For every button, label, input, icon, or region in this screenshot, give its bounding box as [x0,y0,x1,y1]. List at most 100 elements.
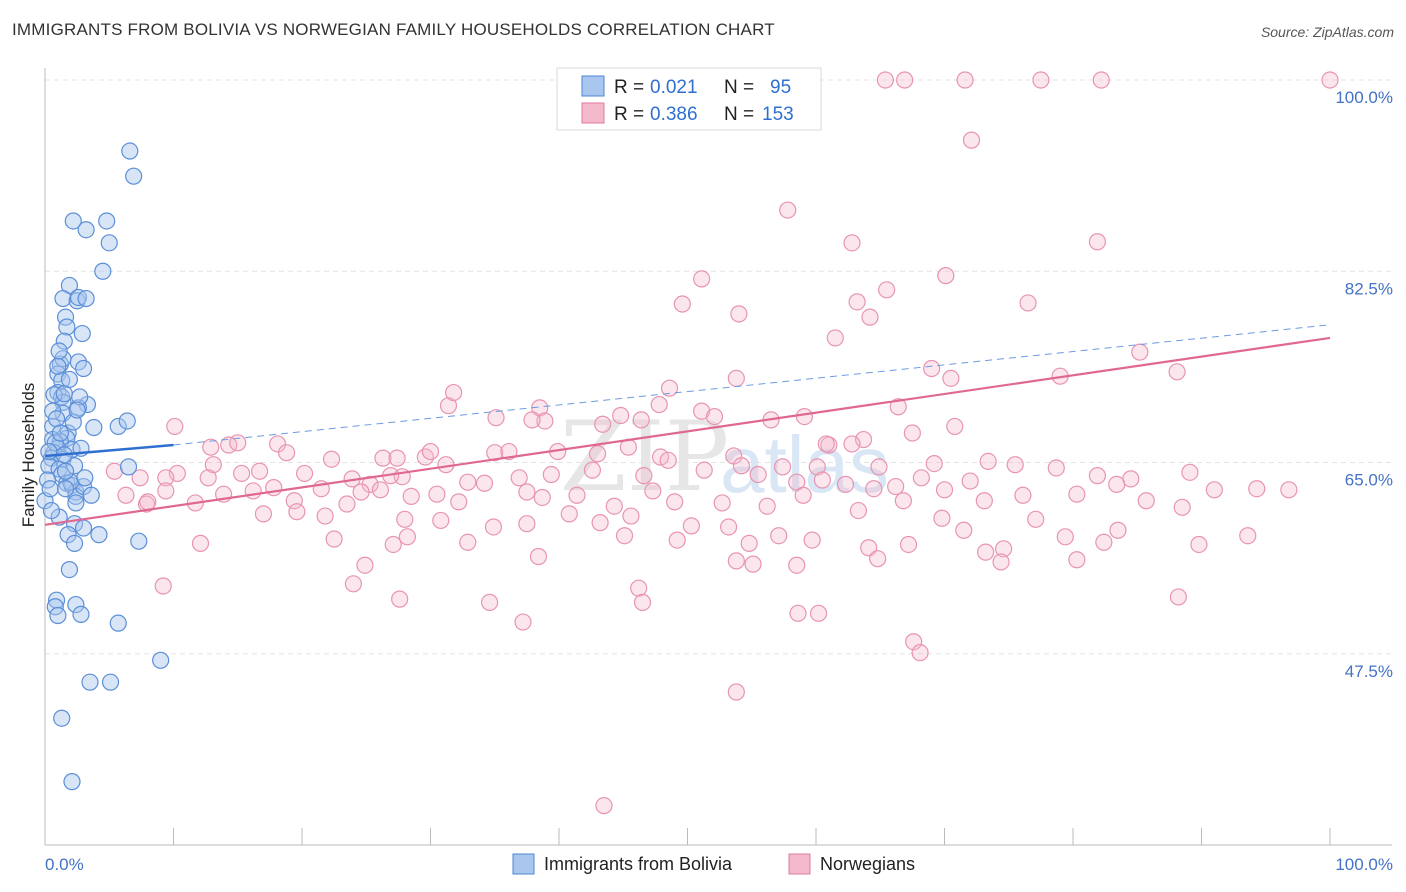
point-norwegians-188 [325,530,343,548]
point-norwegians-23 [942,369,960,387]
point-norwegians-101 [865,480,883,498]
point-bolivia-93 [68,401,86,419]
point-bolivia-80 [47,410,66,428]
point-norwegians-175 [344,575,362,593]
bottom-legend-bolivia: Immigrants from Bolivia [544,854,733,874]
point-norwegians-21 [1168,363,1186,381]
point-bolivia-85 [42,501,61,520]
source-label: Source: ZipAtlas.com [1260,24,1394,40]
point-norwegians-146 [432,511,450,530]
point-norwegians-36 [487,409,505,427]
point-bolivia-19 [74,359,93,378]
point-bolivia-14 [73,324,91,343]
point-norwegians-43 [946,417,964,436]
point-norwegians-76 [1181,463,1199,481]
point-norwegians-168 [740,534,758,552]
point-norwegians-103 [912,469,930,487]
point-bolivia-72 [53,709,71,727]
point-norwegians-58 [486,444,504,462]
point-norwegians-66 [732,457,751,475]
point-norwegians-96 [695,461,713,479]
x-tick-labels: 0.0% 100.0% [45,855,1393,874]
point-norwegians-163 [1239,527,1257,545]
point-norwegians-169 [727,552,745,570]
point-bolivia-5 [100,234,118,252]
point-norwegians-126 [518,483,536,501]
point-norwegians-97 [749,465,767,484]
point-norwegians-54 [374,449,392,467]
point-norwegians-86 [295,464,314,483]
point-norwegians-45 [817,435,835,453]
series-norwegians [105,71,1339,815]
point-norwegians-189 [595,797,613,815]
point-bolivia-3 [98,212,116,230]
point-norwegians-59 [500,442,518,461]
point-norwegians-194 [356,556,374,574]
trend-lines [44,324,1331,526]
point-norwegians-120 [338,495,356,513]
point-norwegians-55 [388,449,406,467]
point-norwegians-183 [905,633,923,651]
point-bolivia-91 [40,442,58,461]
point-norwegians-195 [1109,521,1127,539]
point-norwegians-170 [788,556,806,574]
point-norwegians-31 [445,383,463,402]
point-norwegians-5 [1321,71,1339,89]
legend-r-value-2: 0.386 [650,104,698,125]
point-norwegians-27 [693,402,711,420]
point-bolivia-26 [55,385,73,403]
point-norwegians-35 [594,415,612,433]
point-norwegians-160 [1056,528,1074,546]
point-norwegians-67 [773,458,792,476]
point-norwegians-8 [843,234,861,252]
point-norwegians-32 [632,411,650,429]
point-norwegians-184 [911,644,929,662]
point-norwegians-186 [727,683,745,701]
grid-lines [45,79,1392,655]
point-norwegians-155 [803,531,821,549]
point-bolivia-94 [50,342,68,360]
point-bolivia-34 [85,418,103,437]
point-bolivia-57 [74,519,93,537]
point-norwegians-39 [795,408,814,426]
point-norwegians-118 [285,492,303,510]
point-norwegians-13 [848,293,866,311]
point-norwegians-143 [288,503,306,521]
point-norwegians-41 [889,398,907,416]
point-norwegians-109 [1205,481,1223,499]
point-bolivia-2 [64,212,82,230]
point-bolivia-64 [67,595,85,614]
point-bolivia-70 [81,673,99,691]
point-bolivia-47 [119,458,138,476]
point-norwegians-108 [1108,475,1126,493]
point-norwegians-30 [439,397,458,415]
point-norwegians-130 [644,482,662,500]
point-norwegians-158 [955,521,973,539]
point-norwegians-148 [518,515,536,533]
point-norwegians-134 [794,486,812,504]
point-norwegians-84 [199,469,217,487]
point-norwegians-12 [673,295,691,313]
point-norwegians-181 [789,604,807,622]
point-norwegians-19 [1131,343,1149,361]
point-norwegians-182 [809,604,828,622]
point-norwegians-95 [635,467,653,485]
point-norwegians-61 [588,445,607,463]
point-norwegians-157 [899,535,918,554]
point-norwegians-68 [808,458,826,476]
point-norwegians-6 [962,131,981,149]
point-norwegians-106 [1014,486,1032,504]
point-norwegians-3 [1032,71,1050,89]
series-legend: Immigrants from Bolivia Norwegians [512,853,915,875]
point-bolivia-11 [77,289,95,308]
point-norwegians-151 [622,507,640,525]
point-norwegians-1 [896,71,914,89]
legend-n-label-1: N = [724,77,754,98]
point-bolivia-67 [72,605,90,624]
point-norwegians-144 [316,507,334,525]
point-norwegians-11 [937,267,955,285]
point-norwegians-92 [510,469,528,487]
point-norwegians-74 [1088,467,1107,485]
point-bolivia-36 [118,412,136,430]
